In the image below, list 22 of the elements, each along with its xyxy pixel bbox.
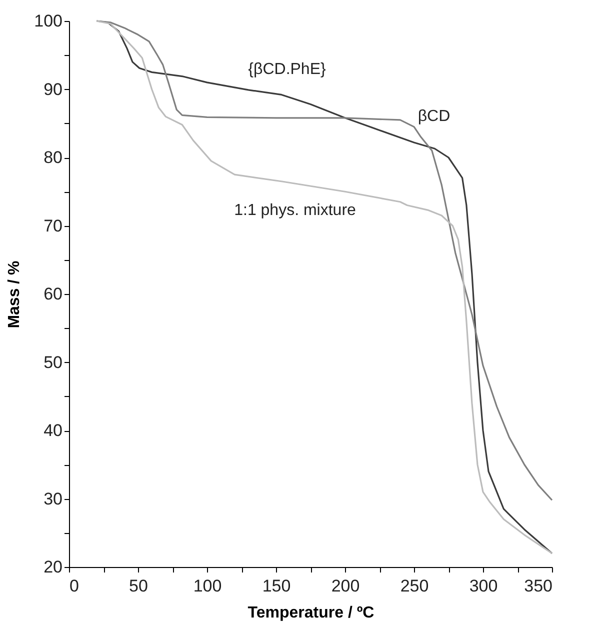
x-tick-label: 50 [129, 576, 148, 596]
y-tick-label: 100 [34, 12, 62, 30]
x-tick-label: 100 [193, 576, 222, 596]
y-tick-label: 40 [44, 421, 62, 440]
y-tick-label: 50 [44, 352, 62, 372]
annotation: {βCD.PhE} [248, 61, 326, 78]
y-tick-label: 90 [44, 80, 62, 99]
x-tick-label: 250 [400, 576, 429, 596]
x-tick-label: 200 [331, 576, 360, 596]
x-tick-label: 300 [469, 576, 498, 596]
x-tick-label: 350 [524, 576, 552, 596]
annotation: 1:1 phys. mixture [234, 202, 356, 219]
y-tick-label: 70 [44, 216, 62, 236]
annotation: βCD [418, 108, 450, 125]
x-tick-label: 0 [70, 576, 79, 596]
y-tick-label: 30 [44, 489, 62, 508]
y-axis-title: Mass / % [6, 260, 24, 328]
x-tick-label: 150 [262, 576, 291, 596]
x-axis-title: Temperature / ºC [248, 604, 375, 622]
y-tick-label: 80 [44, 148, 62, 167]
y-tick-label: 60 [44, 284, 62, 304]
y-tick-label: 20 [44, 558, 62, 576]
